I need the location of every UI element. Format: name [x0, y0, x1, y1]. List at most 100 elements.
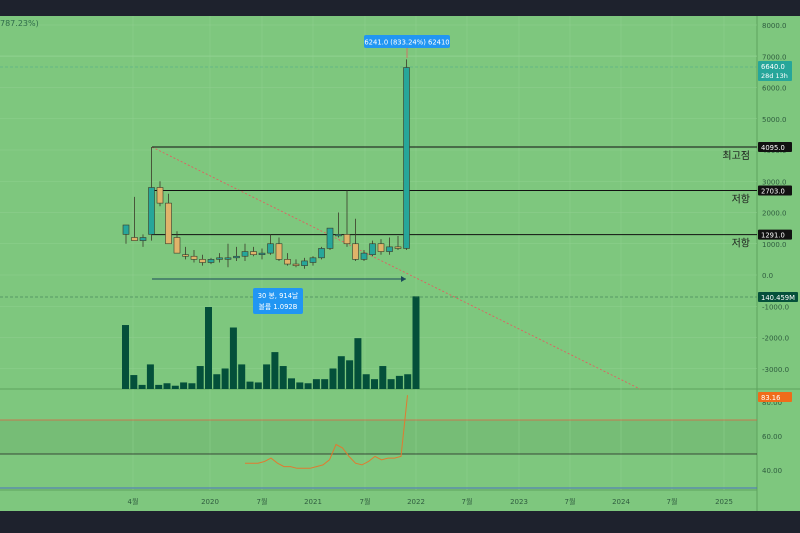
volume-bar — [288, 378, 295, 389]
level-label: 최고점 — [722, 150, 750, 162]
candle-body — [394, 246, 402, 249]
volume-bar — [138, 384, 146, 389]
price-tick-label: 7000.0 — [762, 53, 787, 61]
candle-body — [182, 254, 189, 257]
price-axis — [757, 16, 800, 511]
level-label: 저항 — [732, 194, 750, 206]
volume-bar — [146, 364, 154, 389]
rsi-tick-label: 40.00 — [762, 467, 782, 475]
volume-bar — [404, 374, 412, 389]
candle-body — [199, 259, 206, 263]
candle-body — [318, 248, 325, 259]
volume-bar — [238, 364, 246, 389]
candle-body — [403, 67, 410, 249]
candle-body — [156, 187, 164, 204]
candle-body — [301, 260, 308, 266]
candle-body — [369, 243, 376, 255]
volume-bar — [221, 368, 229, 389]
volume-bar — [213, 374, 221, 389]
volume-bar — [254, 382, 262, 389]
candle-body — [241, 251, 249, 257]
time-tick-label: 4월 — [128, 497, 139, 506]
candle-body — [343, 234, 351, 245]
current-price-badge: 6640.0 — [761, 63, 785, 71]
volume-bar — [171, 385, 179, 389]
volume-bar — [155, 384, 163, 389]
candle-body — [224, 257, 232, 260]
volume-bar — [205, 307, 212, 389]
candle-body — [190, 255, 198, 260]
main-pane — [0, 16, 757, 389]
level-high-badge: 4095.0 — [761, 144, 785, 152]
time-tick-label: 7월 — [565, 497, 576, 506]
time-tick-label: 2023 — [510, 498, 528, 506]
price-tick-label: -2000.0 — [762, 335, 789, 343]
top-toolbar — [0, 0, 800, 16]
rsi-band — [0, 420, 757, 454]
rsi-line — [245, 395, 408, 469]
level-low-badge-bg — [758, 229, 792, 240]
range-annotation-bg — [253, 288, 303, 314]
trend-line-dotted — [151, 146, 641, 390]
candle-body — [284, 259, 291, 265]
top-annotation-bg — [364, 35, 450, 48]
price-tick-label: 5000.0 — [762, 116, 787, 124]
price-tick-label: 3000.0 — [762, 178, 787, 186]
volume-bar — [188, 383, 196, 389]
rsi-indicator — [0, 395, 757, 489]
candle-body — [216, 257, 223, 260]
rsi-badge: 83.16 — [761, 394, 780, 402]
volume-badge-bg — [758, 292, 798, 302]
volume-bar — [196, 366, 204, 389]
candle-body — [122, 224, 130, 235]
volume-bar — [229, 327, 237, 389]
volume-bar — [362, 374, 370, 389]
volume-bar — [346, 360, 354, 389]
volume-bars — [122, 296, 420, 389]
volume-bar — [122, 325, 129, 389]
volume-bar — [180, 382, 188, 389]
level-high-badge-bg — [758, 142, 792, 153]
range-annotation-line2: 볼륨 1.092B — [259, 302, 298, 311]
volume-bar — [130, 375, 138, 389]
volume-bar — [379, 366, 387, 389]
volume-bar — [246, 381, 254, 389]
volume-bar — [271, 352, 279, 389]
time-tick-label: 2020 — [201, 498, 219, 506]
volume-bar — [371, 379, 378, 389]
candle-body — [352, 243, 359, 260]
price-tick-label: 1000.0 — [762, 241, 787, 249]
volume-bar — [263, 364, 271, 389]
price-tick-label: 6000.0 — [762, 85, 787, 93]
level-low-badge: 1291.0 — [761, 232, 785, 240]
time-tick-label: 2021 — [304, 498, 322, 506]
time-tick-label: 2022 — [407, 498, 425, 506]
level-mid-badge-bg — [758, 185, 792, 196]
candle-body — [335, 234, 342, 237]
candle-body — [173, 237, 181, 254]
candle-body — [139, 237, 147, 241]
time-tick-label: 7월 — [462, 497, 473, 506]
candle-body — [233, 255, 240, 259]
time-tick-label: 7월 — [360, 497, 371, 506]
volume-bar — [312, 379, 320, 389]
time-axis — [0, 490, 757, 511]
candle-body — [377, 243, 385, 252]
volume-bar — [321, 379, 329, 389]
candle-body — [292, 263, 300, 266]
trend-line — [151, 146, 641, 390]
volume-badge: 140.459M — [761, 294, 795, 302]
rsi-tick-label: 60.00 — [762, 433, 782, 441]
rsi-badge-bg — [758, 392, 792, 402]
price-tick-label: 0.0 — [762, 272, 773, 280]
candles — [122, 59, 410, 269]
volume-bar — [387, 379, 395, 389]
bottom-toolbar — [0, 511, 800, 533]
volume-bar — [412, 296, 420, 389]
candle-body — [275, 243, 283, 260]
price-tick-label: 2000.0 — [762, 210, 787, 218]
volume-bar — [395, 375, 403, 389]
